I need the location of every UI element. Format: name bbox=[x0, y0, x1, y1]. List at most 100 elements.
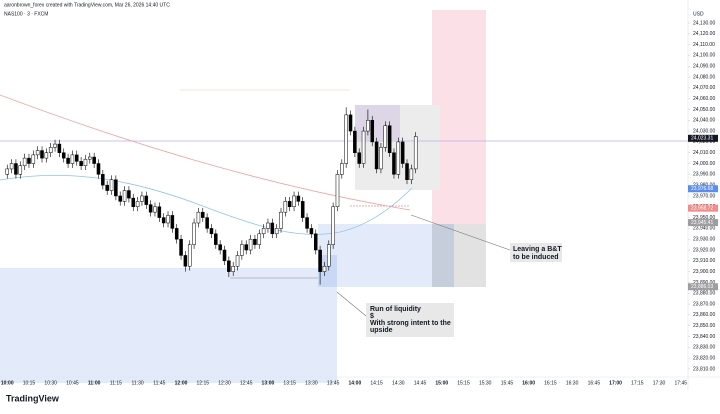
candle-body bbox=[387, 125, 392, 153]
x-tick-label: 16:45 bbox=[588, 380, 601, 386]
credit: aaronbrown_forex created with TradingVie… bbox=[4, 2, 170, 8]
candle-body bbox=[5, 168, 10, 175]
y-tick-label: 24,130.00 bbox=[693, 20, 715, 26]
candle-body bbox=[305, 217, 309, 229]
zone bbox=[432, 224, 454, 287]
price-label-text: 24,023.31 bbox=[691, 136, 713, 142]
y-tick-label: 24,030.00 bbox=[693, 128, 715, 134]
y-tick-label: 24,080.00 bbox=[693, 74, 715, 80]
candle-body bbox=[270, 222, 275, 235]
candle-body bbox=[348, 114, 353, 132]
x-tick-label: 14:45 bbox=[414, 380, 427, 386]
target-zone bbox=[432, 10, 486, 224]
annotation: to be induced bbox=[513, 254, 559, 261]
x-tick-label: 10:15 bbox=[23, 380, 36, 386]
candle-body bbox=[196, 211, 201, 224]
y-tick-label: 24,070.00 bbox=[693, 85, 715, 91]
connector bbox=[336, 291, 367, 317]
candle-body bbox=[131, 197, 136, 208]
y-tick-label: 23,990.00 bbox=[693, 172, 715, 178]
plot bbox=[5, 107, 418, 285]
candle-body bbox=[92, 156, 96, 164]
candle-body bbox=[327, 244, 331, 267]
x-tick-label: 11:15 bbox=[110, 380, 122, 386]
x-tick-label: 11:30 bbox=[132, 380, 144, 386]
y-tick-label: 24,010.00 bbox=[693, 150, 715, 156]
candle-body bbox=[170, 215, 175, 229]
annotation: Leaving a B&T bbox=[513, 246, 562, 253]
price-label bbox=[688, 204, 718, 212]
annotation: With strong intent to the bbox=[370, 320, 451, 327]
candle-body bbox=[409, 168, 414, 180]
x-tick-label: 17:30 bbox=[653, 380, 666, 386]
candle-body bbox=[140, 195, 144, 202]
price-label-text: 23,886.03 bbox=[691, 284, 713, 290]
x-tick-label: 15:45 bbox=[501, 380, 514, 386]
candle-body bbox=[105, 184, 109, 191]
candle-body bbox=[166, 215, 170, 224]
candle-body bbox=[27, 157, 31, 164]
y-tick-label: 24,050.00 bbox=[693, 107, 715, 113]
y-tick-label: 23,890.00 bbox=[693, 280, 715, 286]
x-tick-label: 16:00 bbox=[522, 380, 535, 386]
candle-body bbox=[322, 265, 327, 272]
candle-body bbox=[118, 195, 122, 202]
candle-body bbox=[279, 211, 283, 229]
y-tick-label: 24,120.00 bbox=[693, 31, 715, 37]
candle-body bbox=[88, 156, 92, 160]
candle-body bbox=[187, 244, 192, 267]
x-tick-label: 16:15 bbox=[544, 380, 557, 386]
x-tick-label: 17:15 bbox=[631, 380, 644, 386]
x-tick-label: 12:45 bbox=[240, 380, 253, 386]
candle-body bbox=[331, 206, 335, 245]
candle-body bbox=[396, 141, 401, 175]
candle-body bbox=[383, 125, 388, 148]
drawings bbox=[0, 10, 688, 383]
candle-body bbox=[66, 157, 70, 164]
candle-body bbox=[335, 174, 340, 208]
candle-body bbox=[96, 163, 101, 175]
candle-body bbox=[379, 147, 383, 170]
y-tick-label: 23,950.00 bbox=[693, 215, 715, 221]
zone bbox=[318, 255, 337, 287]
y-tick-label: 23,850.00 bbox=[693, 323, 715, 329]
x-tick-label: 10:00 bbox=[1, 380, 14, 386]
candle-body bbox=[192, 222, 196, 245]
candle-body bbox=[283, 201, 288, 213]
candle-body bbox=[122, 190, 127, 202]
footer bbox=[0, 390, 720, 409]
candle-body bbox=[287, 201, 292, 208]
annotation-box bbox=[510, 243, 562, 262]
candle-body bbox=[18, 165, 23, 175]
moving-average bbox=[0, 174, 413, 235]
candle-body bbox=[31, 154, 36, 164]
candle-body bbox=[318, 249, 322, 272]
candle-body bbox=[22, 157, 27, 166]
y-tick-label: 24,100.00 bbox=[693, 53, 715, 59]
x-tick-label: 10:45 bbox=[66, 380, 79, 386]
x-tick-label: 17:45 bbox=[675, 380, 688, 386]
candle-body bbox=[257, 233, 262, 245]
y-tick-label: 23,810.00 bbox=[693, 366, 715, 372]
candle-body bbox=[222, 249, 227, 262]
annotation: upside bbox=[370, 327, 393, 334]
y-tick-label: 23,930.00 bbox=[693, 237, 715, 243]
candle-body bbox=[114, 179, 118, 197]
candle-body bbox=[296, 195, 301, 202]
candle-body bbox=[313, 233, 318, 251]
range-box bbox=[355, 105, 400, 140]
candle-body bbox=[357, 152, 361, 164]
candle-body bbox=[413, 136, 418, 170]
candle-body bbox=[79, 161, 83, 166]
x-tick-label: 11:45 bbox=[153, 380, 165, 386]
y-tick-label: 23,840.00 bbox=[693, 334, 715, 340]
candle-body bbox=[109, 179, 114, 191]
candle-body bbox=[370, 120, 375, 143]
symbol: NAS100 · 3 · FXCM bbox=[4, 11, 48, 17]
candle-body bbox=[227, 260, 231, 272]
price-label bbox=[688, 185, 718, 193]
x-tick-label: 17:00 bbox=[609, 380, 622, 386]
candle-body bbox=[353, 130, 357, 153]
candle-body bbox=[209, 228, 214, 235]
candle-body bbox=[400, 141, 405, 164]
